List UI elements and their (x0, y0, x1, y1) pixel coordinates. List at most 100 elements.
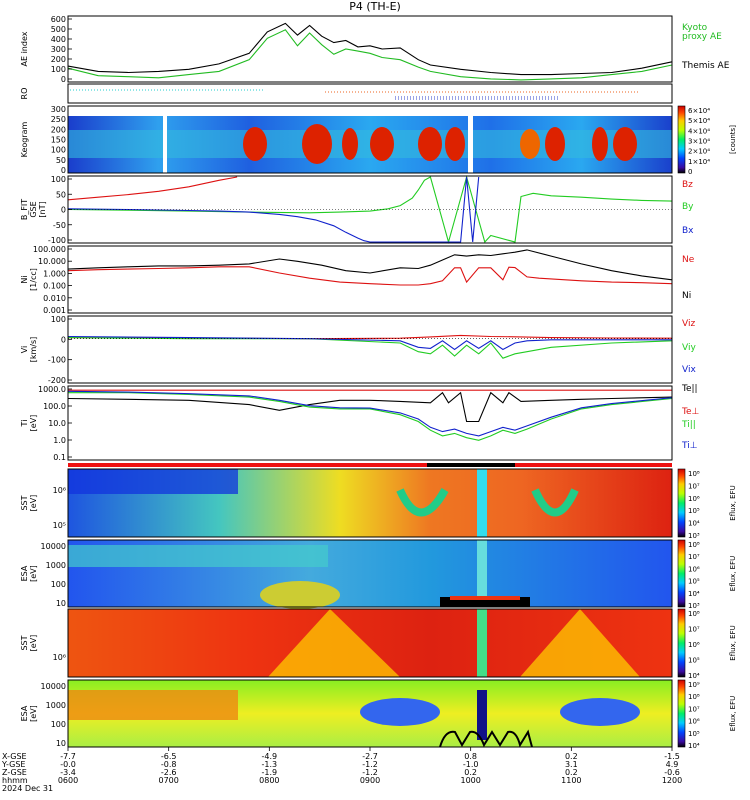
y-tick-label: 50 (56, 156, 66, 165)
colorbar-tick-label: 0 (688, 168, 692, 176)
keogram-blob (342, 128, 358, 160)
esa-ion-center (477, 540, 487, 607)
y-axis-label: [eV] (29, 415, 38, 432)
colorbar-tick-label: 10⁴ (688, 520, 700, 528)
esa-e-floor-curve (439, 729, 533, 748)
y-tick-label: 1.0 (53, 436, 66, 445)
panel-outlines (67, 15, 673, 748)
colorbar (677, 679, 686, 748)
y-tick-label: 100 (51, 315, 66, 324)
colorbar-tick-label: 10⁸ (688, 610, 700, 618)
y-tick-label: 1000.0 (38, 385, 66, 394)
esa-e-blob (560, 698, 640, 726)
y-tick-label: 150 (51, 136, 66, 145)
x-axis-row-label: 2024 Dec 31 (2, 784, 53, 793)
x-tick-label: 0.8 (464, 752, 477, 761)
esa-ion-blob (260, 581, 340, 609)
colorbar-label: Eflux, EFU (729, 696, 737, 731)
x-axis-row-label: Y-GSE (1, 760, 25, 769)
y-axis-label: Keogram (20, 121, 29, 157)
y-axis-label: [eV] (29, 635, 38, 652)
x-tick-label: 0.2 (464, 768, 477, 777)
legend-tipar: Ti|| (681, 420, 696, 430)
y-tick-label: 100 (51, 175, 66, 184)
colorbar-tick-label: 3×10⁴ (688, 138, 710, 146)
colorbar (677, 539, 686, 608)
legend-tepar: Te|| (681, 384, 698, 394)
y-axis-label: SST (20, 495, 29, 510)
keogram-gap (163, 116, 167, 173)
sst-e-wedge (268, 609, 400, 677)
x-tick-label: -4.9 (262, 752, 278, 761)
y-axis-label: [km/s] (29, 337, 38, 363)
series-labels: Kyoto proxy AE Themis AE Bz By Bx Ne Ni … (681, 23, 730, 451)
colorbar-tick-label: 10³ (688, 532, 700, 540)
legend-ne: Ne (682, 255, 695, 265)
y-axis-label: B_FIT (20, 199, 29, 220)
y-axis-label: [eV] (29, 565, 38, 582)
y-tick-label: 10⁶ (53, 486, 66, 495)
y-axis-label: AE index (20, 31, 29, 66)
sst-ion-arc (396, 488, 449, 517)
y-axis-label: [nT] (38, 201, 47, 217)
colorbar-tick-label: 10⁴ (688, 590, 700, 598)
y-axis-label: Ni (20, 275, 29, 283)
y-tick-label: -50 (53, 221, 66, 230)
series-by-line (67, 174, 673, 245)
esa-e-center (477, 690, 487, 740)
y-tick-label: -200 (48, 376, 66, 385)
keogram-blob (520, 129, 540, 159)
panel-outline (67, 175, 673, 244)
colorbar-tick-label: 10³ (688, 602, 700, 610)
y-tick-label: 10000 (41, 682, 66, 691)
sst-e-wedge (520, 609, 640, 677)
panel-outline (67, 608, 673, 678)
colorbar-tick-label: 10⁴ (688, 742, 700, 750)
panel-outline (67, 105, 673, 174)
x-tick-label: -1.9 (262, 768, 278, 777)
x-tick-label: -3.4 (60, 768, 76, 777)
x-tick-label: -0.0 (60, 760, 76, 769)
x-tick-label: -1.5 (664, 752, 680, 761)
series-bz-line (67, 176, 238, 201)
x-tick-label: 0800 (259, 776, 279, 785)
panel-frame (67, 245, 673, 314)
colorbar-label: [counts] (729, 125, 737, 154)
colorbar-tick-label: 10⁸ (688, 541, 700, 549)
y-tick-label: 100 (51, 146, 66, 155)
y-tick-label: 300 (51, 45, 66, 54)
panel-outline (67, 468, 673, 538)
series-kyotoproxyae-line (67, 29, 673, 81)
y-tick-label: 10⁶ (53, 653, 66, 662)
esa-ion-band (68, 545, 328, 567)
keogram-blob (592, 127, 608, 161)
y-tick-label: 1000 (46, 561, 66, 570)
legend-bx: Bx (682, 226, 694, 236)
y-tick-label: 1000 (46, 701, 66, 710)
y-tick-label: 50 (56, 190, 66, 199)
sst-ion-arc (531, 488, 579, 517)
x-tick-label: -2.6 (161, 768, 177, 777)
keogram-blob (445, 127, 465, 161)
spectrogram-panels (68, 116, 672, 748)
y-axis-label: ESA (20, 705, 29, 721)
y-tick-label: 250 (51, 115, 66, 124)
legend-ni: Ni (682, 291, 691, 301)
colorbar-tick-label: 10⁵ (688, 578, 700, 586)
colorbar-tick-label: 10⁶ (688, 565, 700, 573)
keogram-blob (243, 127, 267, 161)
panel-outline (67, 83, 673, 104)
panel-frame (67, 385, 673, 461)
y-tick-label: -100 (48, 236, 66, 245)
axes: 6005004003002001000100500-50-100100.0001… (20, 15, 72, 748)
colorbar-tick-label: 10⁷ (688, 553, 700, 561)
sst-e-center (477, 609, 487, 677)
colorbar-tick-label: 10⁵ (688, 507, 700, 515)
colorbar-tick-label: 6×10⁴ (688, 107, 710, 115)
series-ti-line (68, 392, 673, 441)
keogram-gap (468, 116, 473, 173)
y-tick-label: 10.000 (38, 257, 66, 266)
y-axis-label: RO (20, 88, 29, 100)
y-tick-label: 0 (61, 335, 66, 344)
